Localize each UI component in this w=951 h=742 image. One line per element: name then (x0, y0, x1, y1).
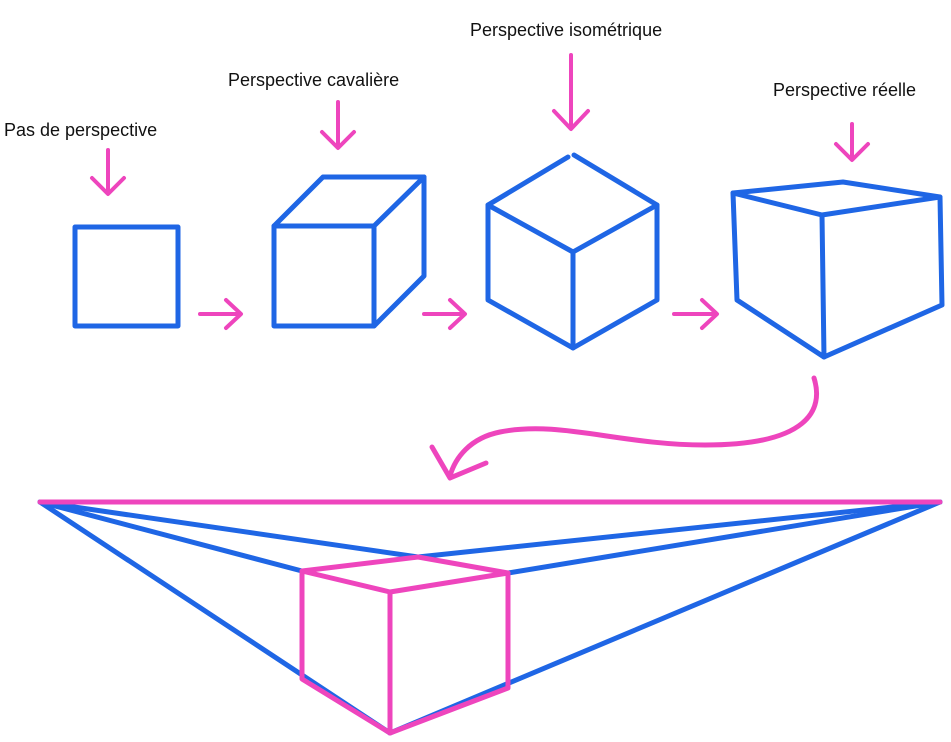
pointer-arrow-cavalier (320, 100, 356, 150)
progress-arrow-2 (422, 298, 467, 330)
cube-isometric (485, 152, 660, 351)
perspective-cube-left (299, 568, 393, 736)
label-cavalier-perspective: Perspective cavalière (228, 70, 400, 90)
progress-arrow-1 (198, 298, 243, 330)
two-point-perspective-construction (37, 499, 943, 736)
label-real-perspective: Perspective réelle (773, 80, 917, 100)
cube-cavalier (271, 174, 427, 329)
pointer-arrow-no-perspective (90, 148, 126, 196)
square-no-perspective (72, 224, 181, 329)
pointer-arrow-isometric (552, 53, 590, 131)
label-no-perspective: Pas de perspective (4, 120, 158, 140)
curved-transition-arrow (429, 375, 820, 481)
perspective-cube-top (299, 554, 511, 595)
pointer-arrow-real (834, 122, 870, 162)
progress-arrow-3 (672, 298, 719, 330)
cube-real-perspective (730, 179, 945, 360)
label-isometric-perspective: Perspective isométrique (470, 20, 663, 40)
perspective-cube-right (387, 570, 511, 736)
